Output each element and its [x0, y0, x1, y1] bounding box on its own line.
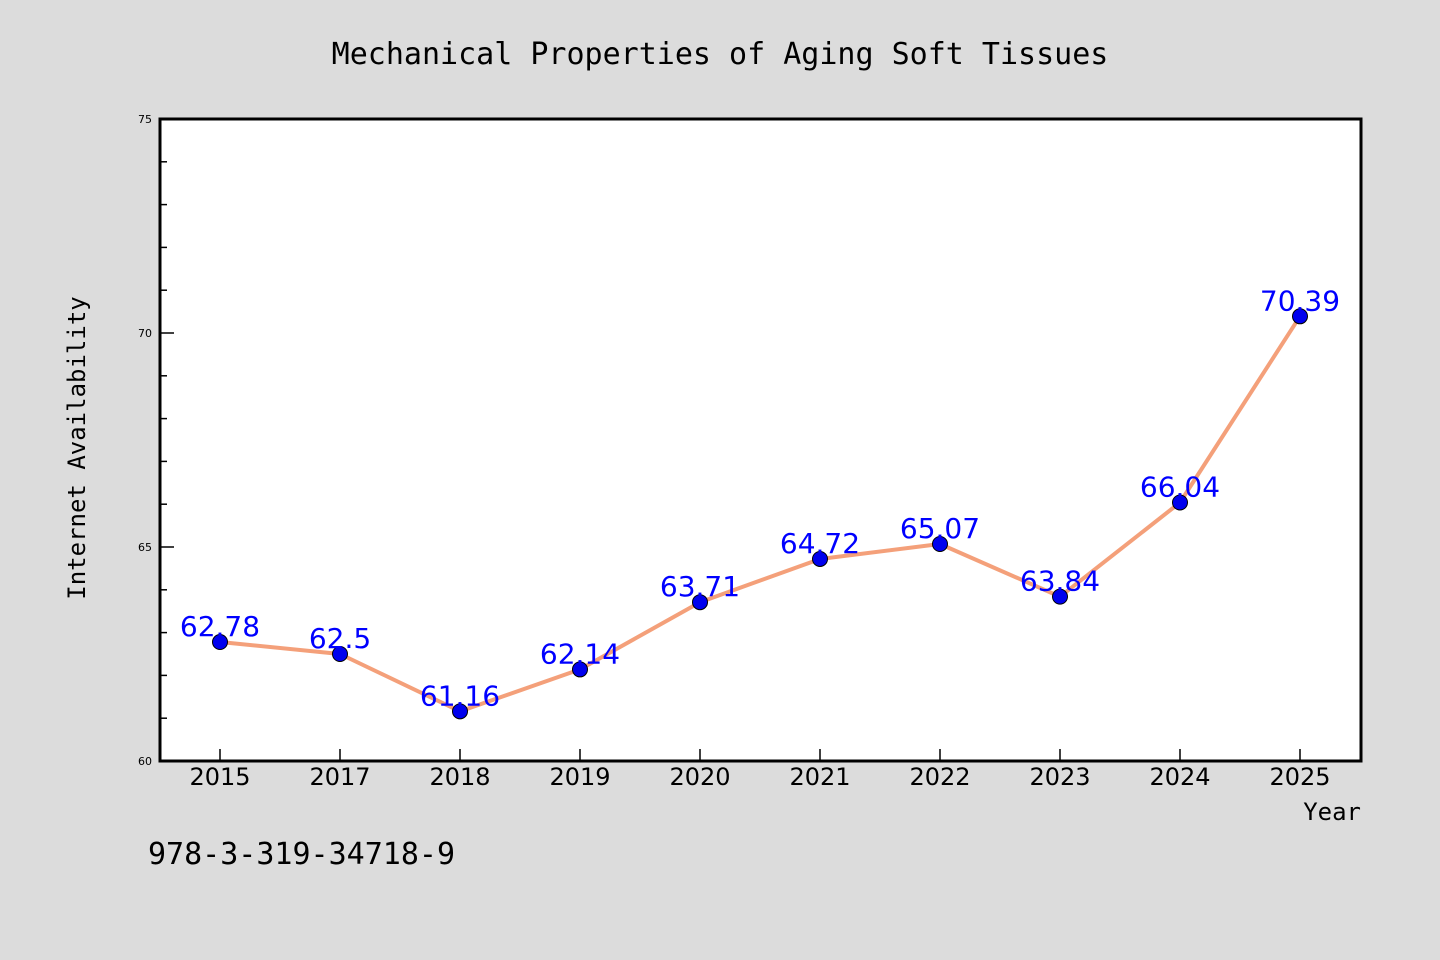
- data-label: 62.14: [540, 637, 620, 670]
- x-tick-label: 2017: [309, 763, 370, 791]
- x-tick-label: 2022: [909, 763, 970, 791]
- y-tick-label: 70: [138, 327, 152, 340]
- x-tick-label: 2019: [549, 763, 610, 791]
- data-point: [812, 550, 828, 567]
- y-tick-label: 60: [138, 755, 152, 768]
- data-point: [1292, 308, 1308, 325]
- data-point: [1172, 494, 1188, 511]
- series-layer: [212, 308, 1308, 720]
- x-tick-label: 2018: [429, 763, 490, 791]
- y-axis-ticks: 60 65 70 75: [138, 113, 174, 768]
- x-axis-ticks: 2015 2017 2018 2019 2020 2021 2022 2023 2024 2025: [189, 749, 1331, 791]
- data-point: [572, 661, 588, 678]
- data-label: 61.16: [420, 679, 500, 712]
- x-tick-label: 2024: [1149, 763, 1210, 791]
- data-label: 63.84: [1020, 565, 1100, 598]
- data-label: 65.07: [900, 512, 980, 545]
- isbn-annotation: 978-3-319-34718-9: [148, 837, 455, 872]
- series-line: [218, 314, 1302, 714]
- x-tick-label: 2021: [789, 763, 850, 791]
- data-point: [692, 594, 708, 611]
- data-point: [1052, 588, 1068, 605]
- plot-area: [158, 117, 1363, 763]
- x-axis-label: Year: [1303, 798, 1361, 826]
- data-label: 62.78: [180, 610, 260, 643]
- y-tick-label: 65: [138, 541, 152, 554]
- data-label: 64.72: [780, 527, 860, 560]
- x-tick-label: 2020: [669, 763, 730, 791]
- x-tick-label: 2015: [189, 763, 250, 791]
- y-tick-label: 75: [138, 113, 152, 126]
- y-axis-label: Internet Availability: [63, 296, 91, 599]
- data-label: 62.5: [309, 622, 371, 655]
- data-label: 66.04: [1140, 470, 1220, 503]
- x-tick-label: 2023: [1029, 763, 1090, 791]
- data-label: 70.39: [1260, 284, 1340, 317]
- data-point: [932, 536, 948, 553]
- data-label: 63.71: [660, 570, 740, 603]
- data-point: [332, 646, 348, 662]
- data-labels-layer: 62.78 62.5 61.16 62.14 63.71 64.72 65.07 63.84 6…: [180, 284, 1340, 712]
- chart-title: Mechanical Properties of Aging Soft Tiss…: [332, 37, 1109, 72]
- x-tick-label: 2025: [1269, 763, 1330, 791]
- data-point: [452, 703, 468, 720]
- data-point: [212, 634, 228, 651]
